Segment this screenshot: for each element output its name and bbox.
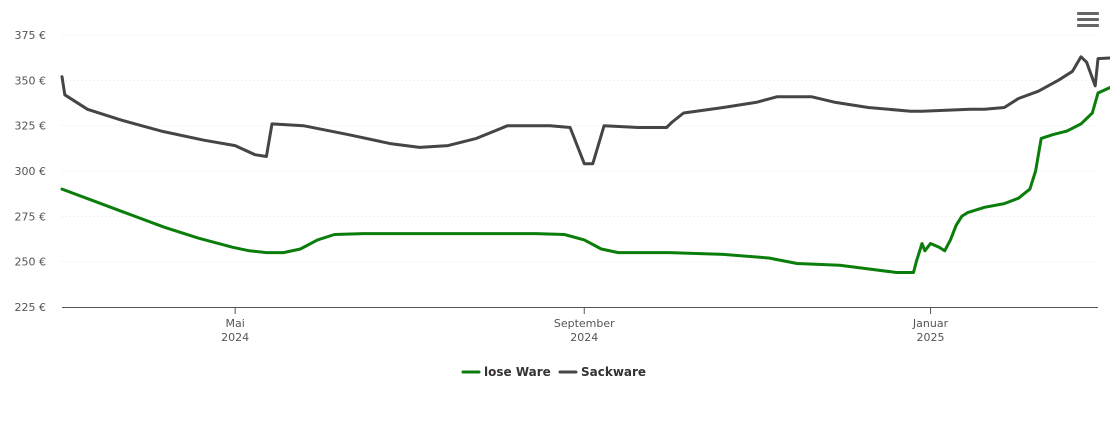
x-tick-year-label: 2024 [570, 331, 598, 344]
y-tick-label: 375 € [15, 29, 47, 42]
y-tick-label: 350 € [15, 74, 47, 87]
legend: lose Ware Sackware [461, 365, 646, 379]
series-line-sackware[interactable] [60, 55, 1110, 166]
x-tick-label: September [554, 317, 615, 330]
menu-bar [1077, 12, 1099, 15]
x-tick-year-label: 2024 [221, 331, 249, 344]
series-line-lose-ware[interactable] [60, 75, 1110, 274]
x-tick-label: Januar [912, 317, 949, 330]
y-tick-label: 300 € [15, 165, 47, 178]
y-tick-label: 325 € [15, 120, 47, 133]
x-tick-label: Mai [225, 317, 244, 330]
grid-lines [62, 34, 1098, 263]
legend-item-label[interactable]: Sackware [581, 365, 646, 379]
y-axis: 225 € 250 € 275 € 300 € 325 € 350 € 375 € [15, 29, 47, 314]
menu-bar [1077, 24, 1099, 27]
x-tick-year-label: 2025 [917, 331, 945, 344]
y-tick-label: 250 € [15, 256, 47, 269]
series-lines [60, 55, 1110, 274]
y-tick-label: 225 € [15, 301, 47, 314]
hamburger-menu-button[interactable] [1077, 12, 1099, 32]
menu-bar [1077, 18, 1099, 21]
legend-item-label[interactable]: lose Ware [484, 365, 551, 379]
y-tick-label: 275 € [15, 210, 47, 223]
